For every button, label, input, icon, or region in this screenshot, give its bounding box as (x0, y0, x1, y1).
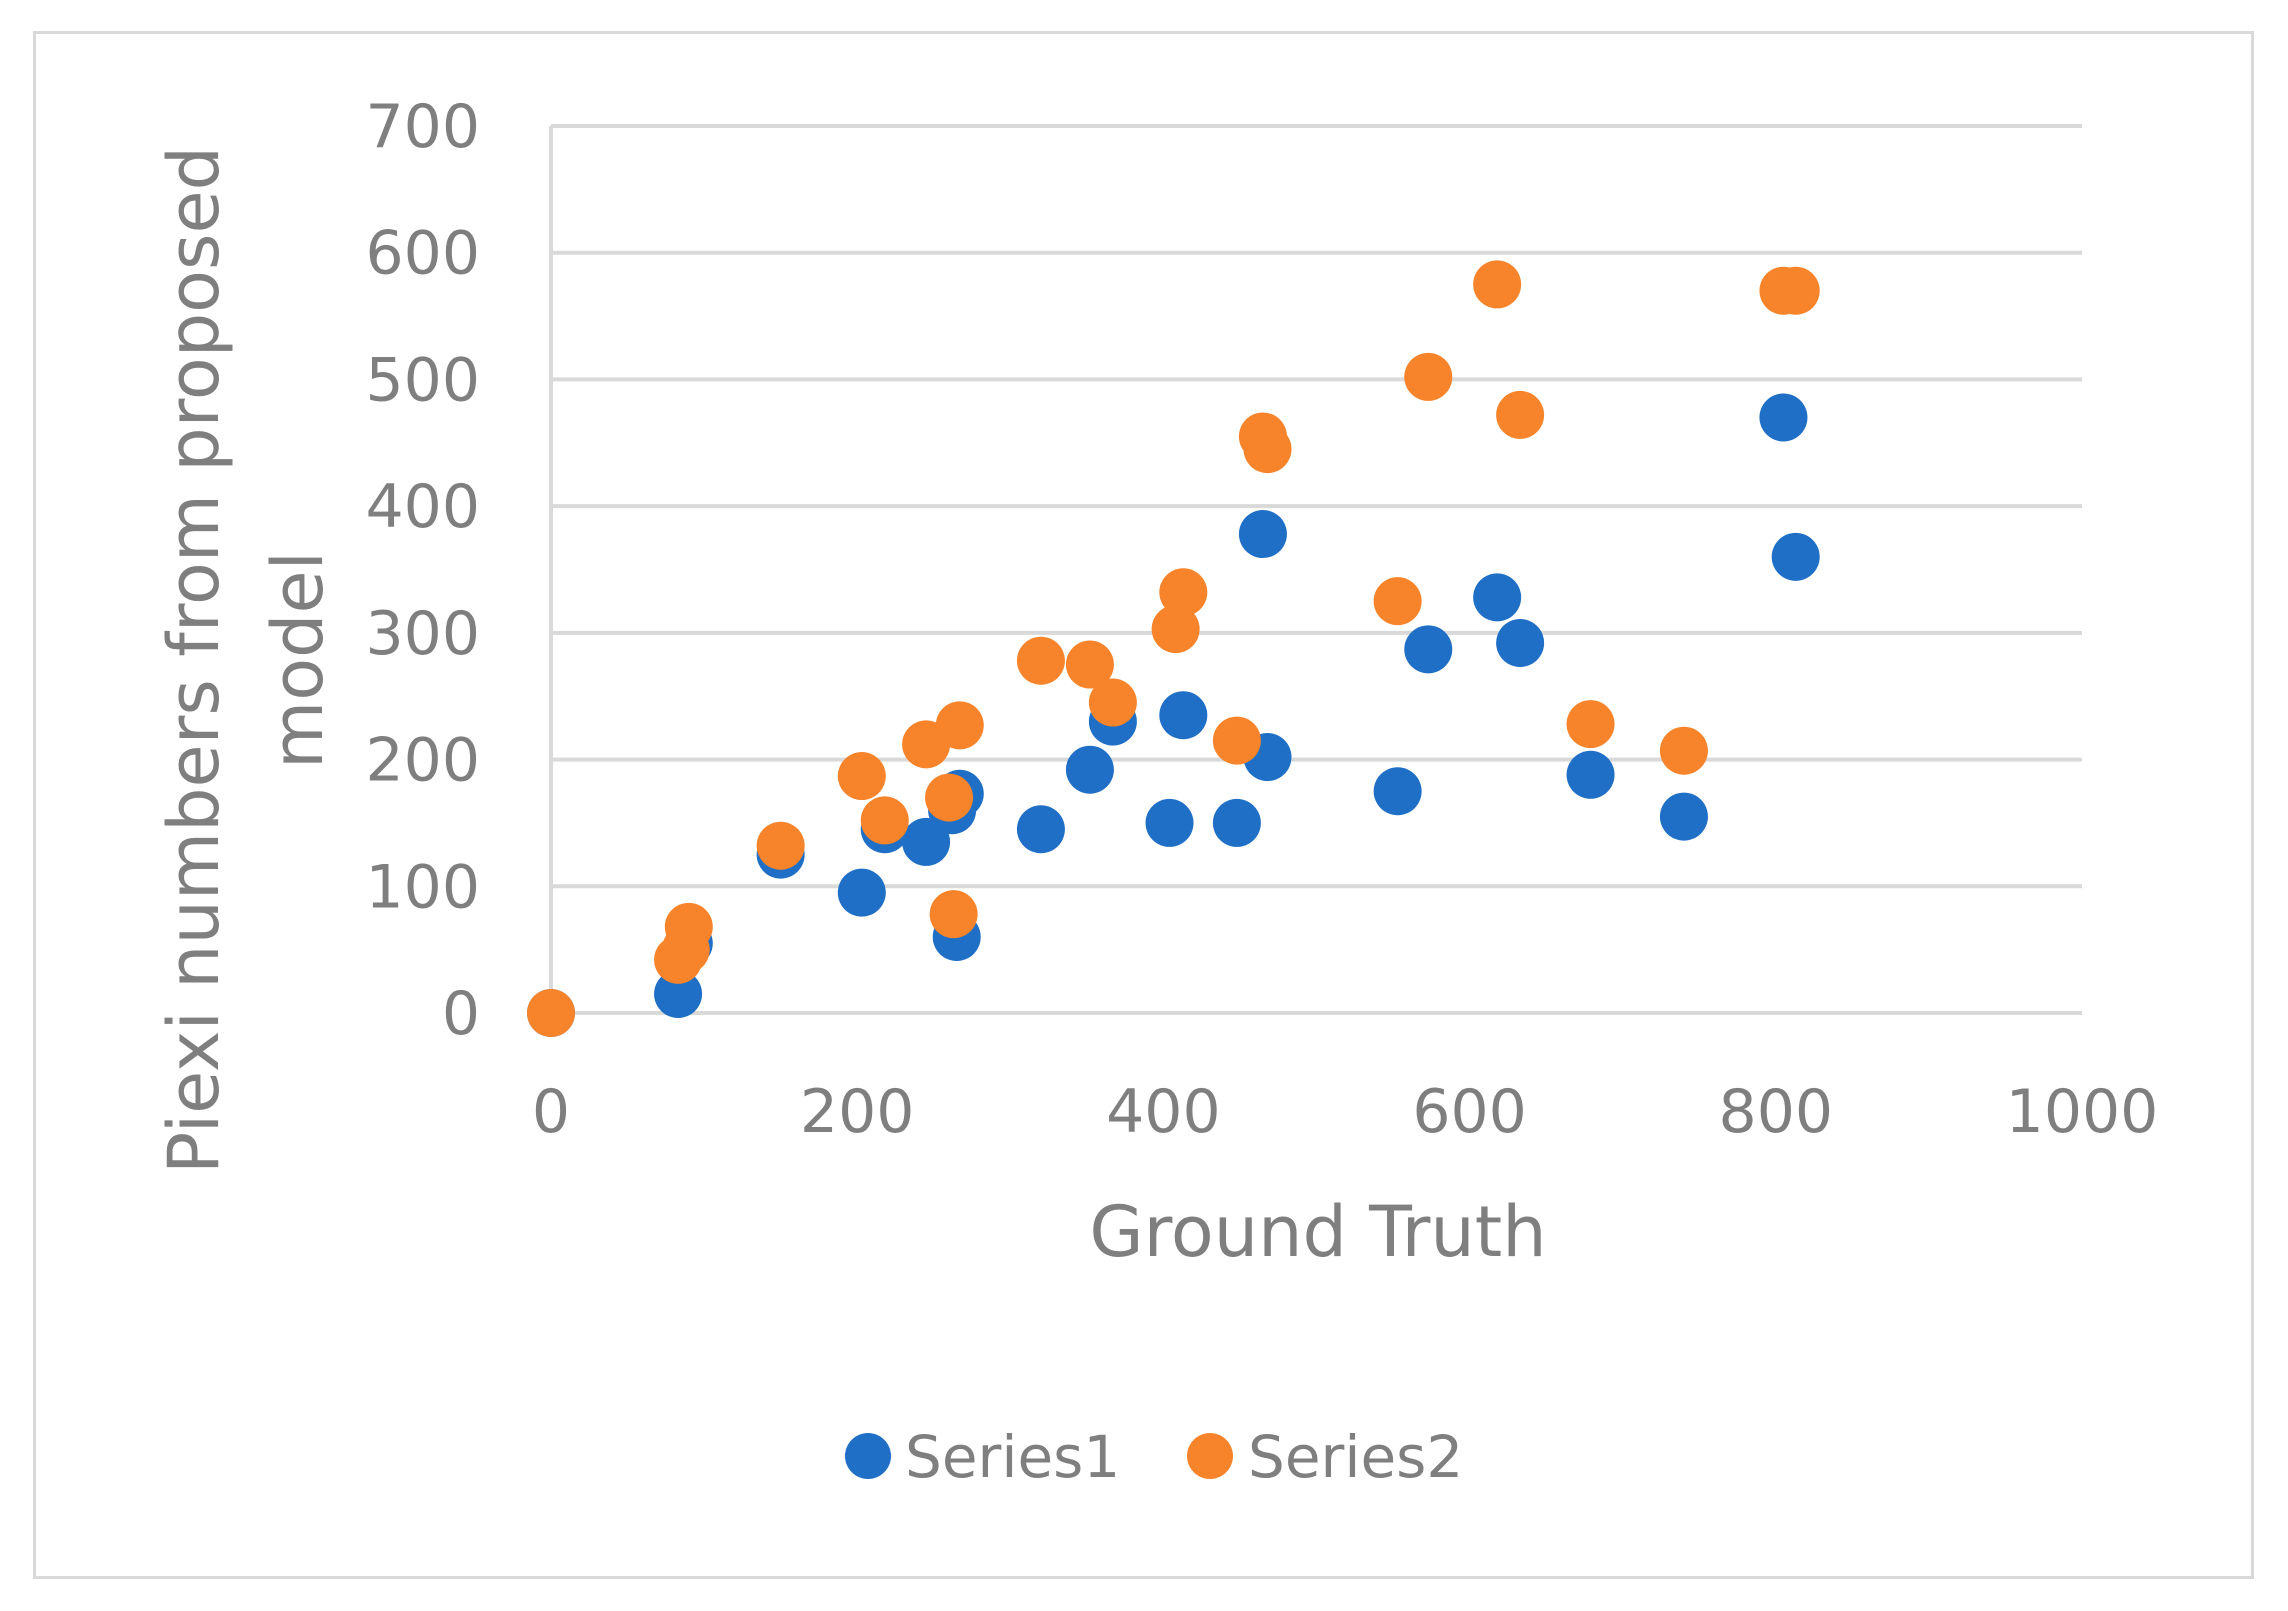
y-axis-title-line-1: Piexi numbers from proposed (153, 146, 235, 1174)
series-1-point-23 (1659, 792, 1708, 841)
series-2-point-15 (1159, 568, 1208, 617)
x-tick-labels: 0 200 400 600 800 1000 (532, 1077, 2158, 1147)
series-2-point-8 (925, 773, 974, 822)
series-2-point-3 (664, 902, 713, 951)
x-tick-label-400: 400 (1106, 1077, 1221, 1147)
x-tick-label-1000: 1000 (2006, 1077, 2159, 1147)
y-tick-label-600: 600 (365, 219, 480, 289)
series-2-point-21 (1473, 260, 1522, 309)
y-tick-label-0: 0 (442, 979, 480, 1049)
series-2-point-19 (1373, 577, 1422, 626)
series-2-point-13 (1088, 678, 1137, 727)
series-2-point-16 (1212, 716, 1261, 765)
y-tick-label-500: 500 (365, 345, 480, 415)
series-2-point-20 (1404, 352, 1453, 401)
series-2-point-24 (1659, 726, 1708, 775)
series-2-point-14 (1151, 605, 1200, 654)
x-tick-label-600: 600 (1412, 1077, 1527, 1147)
series-1-point-24 (1759, 393, 1808, 442)
legend-label-series1: Series1 (905, 1423, 1120, 1491)
series-2-point-5 (837, 752, 886, 801)
series-1-point-10 (1016, 805, 1065, 854)
series-2-points (527, 260, 1820, 1037)
y-tick-labels: 0 100 200 300 400 500 600 700 (365, 92, 480, 1049)
series-2-point-18 (1243, 425, 1292, 474)
x-tick-label-0: 0 (532, 1077, 570, 1147)
series-2-point-12 (1065, 640, 1114, 689)
y-tick-label-400: 400 (365, 472, 480, 542)
x-tick-label-800: 800 (1719, 1077, 1834, 1147)
y-axis-title: Piexi numbers from proposed model (153, 146, 339, 1174)
series-1-point-4 (837, 868, 886, 917)
series-1-point-15 (1212, 798, 1261, 847)
series-2-point-0 (527, 989, 575, 1037)
series-1-point-6 (902, 817, 951, 866)
y-tick-label-700: 700 (365, 92, 480, 162)
chart-frame (33, 31, 2254, 1579)
legend: Series1 Series2 (845, 1423, 1463, 1491)
y-tick-label-100: 100 (365, 852, 480, 922)
series-1-point-20 (1473, 573, 1522, 622)
series-1-point-18 (1373, 767, 1422, 816)
series-2-point-26 (1771, 266, 1820, 315)
legend-marker-series2 (1187, 1433, 1233, 1479)
series-1-point-11 (1065, 745, 1114, 794)
series-2-point-4 (756, 821, 805, 870)
x-axis-title: Ground Truth (1089, 1191, 1546, 1273)
series-1-point-19 (1404, 625, 1453, 674)
gridlines (551, 124, 2082, 889)
series-1-points (527, 393, 1820, 1037)
y-axis-title-line-2: model (257, 551, 339, 769)
series-2-point-9 (929, 890, 978, 939)
series-1-point-13 (1145, 798, 1194, 847)
axes (549, 126, 2082, 1015)
x-tick-label-200: 200 (800, 1077, 915, 1147)
y-tick-label-200: 200 (365, 726, 480, 796)
data-points (527, 260, 1820, 1037)
series-2-point-22 (1496, 390, 1545, 439)
y-tick-label-300: 300 (365, 599, 480, 669)
series-2-point-6 (860, 796, 909, 845)
series-1-point-16 (1238, 510, 1287, 559)
legend-label-series2: Series2 (1248, 1423, 1463, 1491)
series-1-point-14 (1159, 691, 1208, 740)
series-2-point-11 (1016, 636, 1065, 685)
series-1-point-22 (1566, 750, 1615, 799)
series-1-point-21 (1496, 618, 1545, 667)
legend-marker-series1 (845, 1433, 891, 1479)
series-2-point-23 (1566, 700, 1615, 749)
series-2-point-10 (935, 701, 984, 750)
series-1-point-25 (1771, 532, 1820, 581)
series-1-point-1 (654, 969, 703, 1018)
